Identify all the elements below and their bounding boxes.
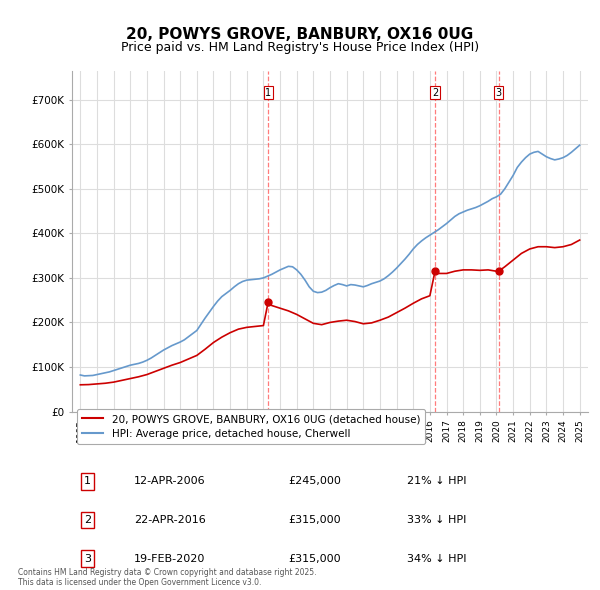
Text: 1: 1 — [84, 476, 91, 486]
Text: 33% ↓ HPI: 33% ↓ HPI — [407, 515, 467, 525]
Text: 12-APR-2006: 12-APR-2006 — [134, 476, 206, 486]
Text: £315,000: £315,000 — [289, 515, 341, 525]
Text: £245,000: £245,000 — [289, 476, 341, 486]
Text: 1: 1 — [265, 87, 271, 97]
Text: 2: 2 — [432, 87, 438, 97]
Text: 34% ↓ HPI: 34% ↓ HPI — [407, 553, 467, 563]
Text: 3: 3 — [496, 87, 502, 97]
Legend: 20, POWYS GROVE, BANBURY, OX16 0UG (detached house), HPI: Average price, detache: 20, POWYS GROVE, BANBURY, OX16 0UG (deta… — [77, 409, 425, 444]
Text: Contains HM Land Registry data © Crown copyright and database right 2025.
This d: Contains HM Land Registry data © Crown c… — [18, 568, 317, 587]
Text: 20, POWYS GROVE, BANBURY, OX16 0UG: 20, POWYS GROVE, BANBURY, OX16 0UG — [127, 27, 473, 41]
Text: £315,000: £315,000 — [289, 553, 341, 563]
Text: 19-FEB-2020: 19-FEB-2020 — [134, 553, 205, 563]
Text: 21% ↓ HPI: 21% ↓ HPI — [407, 476, 467, 486]
Text: 3: 3 — [84, 553, 91, 563]
Text: Price paid vs. HM Land Registry's House Price Index (HPI): Price paid vs. HM Land Registry's House … — [121, 41, 479, 54]
Text: 2: 2 — [84, 515, 91, 525]
Text: 22-APR-2016: 22-APR-2016 — [134, 515, 206, 525]
